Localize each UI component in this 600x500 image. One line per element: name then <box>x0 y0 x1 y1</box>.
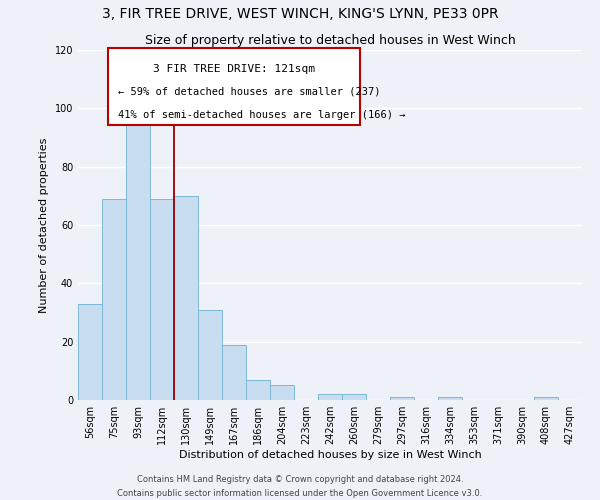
Bar <box>126 108 150 400</box>
Title: Size of property relative to detached houses in West Winch: Size of property relative to detached ho… <box>145 34 515 48</box>
Bar <box>222 344 246 400</box>
X-axis label: Distribution of detached houses by size in West Winch: Distribution of detached houses by size … <box>179 450 481 460</box>
Bar <box>246 380 270 400</box>
Y-axis label: Number of detached properties: Number of detached properties <box>39 138 49 312</box>
Bar <box>270 386 294 400</box>
Bar <box>198 310 222 400</box>
Bar <box>438 397 462 400</box>
Bar <box>150 198 174 400</box>
Text: 3 FIR TREE DRIVE: 121sqm: 3 FIR TREE DRIVE: 121sqm <box>153 64 315 74</box>
Bar <box>174 196 198 400</box>
Bar <box>318 394 342 400</box>
Bar <box>102 198 126 400</box>
Text: Contains HM Land Registry data © Crown copyright and database right 2024.
Contai: Contains HM Land Registry data © Crown c… <box>118 476 482 498</box>
Text: ← 59% of detached houses are smaller (237): ← 59% of detached houses are smaller (23… <box>118 87 381 97</box>
Bar <box>78 304 102 400</box>
FancyBboxPatch shape <box>108 48 360 125</box>
Text: 41% of semi-detached houses are larger (166) →: 41% of semi-detached houses are larger (… <box>118 110 406 120</box>
Bar <box>390 397 414 400</box>
Bar <box>342 394 366 400</box>
Text: 3, FIR TREE DRIVE, WEST WINCH, KING'S LYNN, PE33 0PR: 3, FIR TREE DRIVE, WEST WINCH, KING'S LY… <box>101 8 499 22</box>
Bar <box>534 397 558 400</box>
